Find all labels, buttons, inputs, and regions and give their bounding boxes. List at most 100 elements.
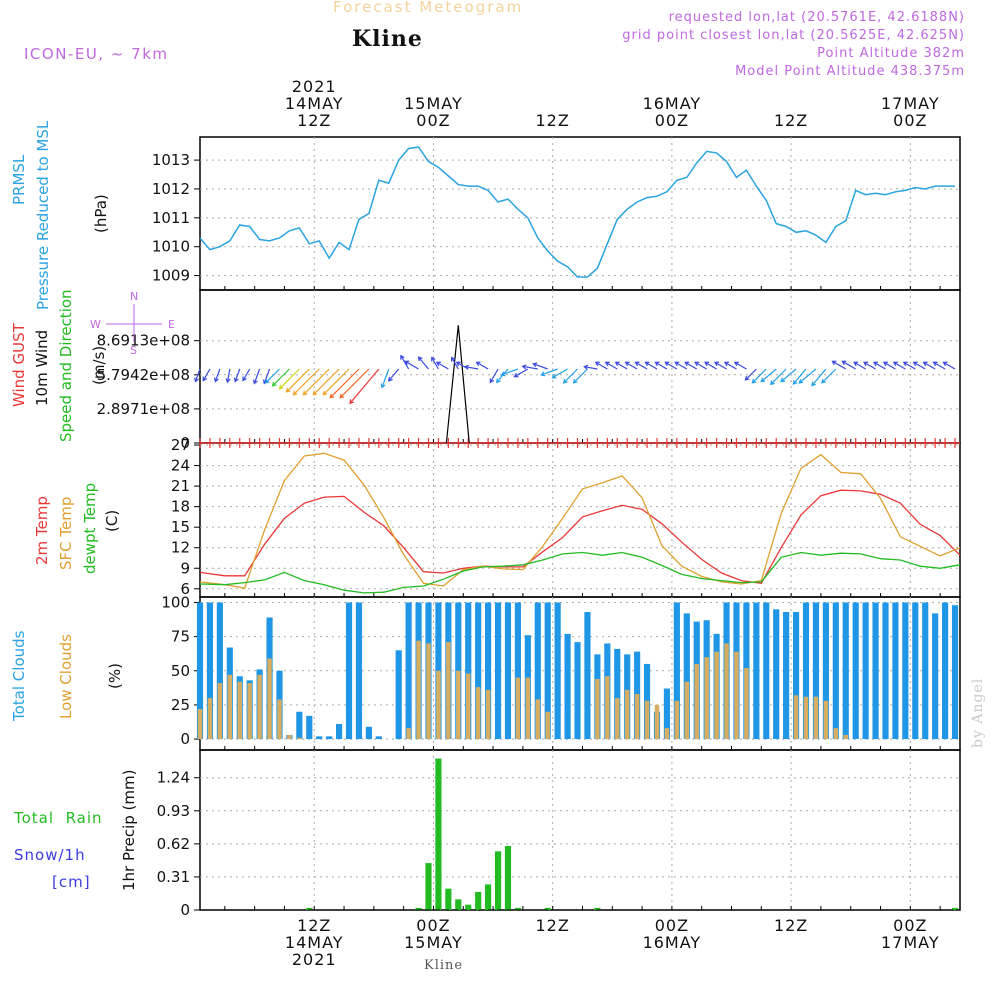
temp-line xyxy=(199,489,961,585)
date-label: 16MAY xyxy=(642,933,702,952)
wind-barb xyxy=(595,361,608,370)
low-cloud-bar xyxy=(704,657,709,740)
wind-barb xyxy=(418,356,429,370)
hour-label: 12Z xyxy=(297,111,332,130)
wind-barb xyxy=(770,368,787,385)
precip-bar xyxy=(951,907,959,910)
top-time-label: 12Z xyxy=(746,78,836,129)
p5-axis-label: 1hr Precip (mm) xyxy=(120,769,138,891)
low-cloud-bar xyxy=(416,640,421,740)
low-cloud-bar xyxy=(446,642,451,740)
low-cloud-bar xyxy=(654,704,660,740)
date-label: 17MAY xyxy=(880,94,940,113)
low-cloud-bar xyxy=(843,734,848,740)
compass-north: N xyxy=(130,290,138,303)
wind-barb xyxy=(883,361,896,370)
p4-axis-label: (%) xyxy=(106,663,124,689)
wind-barb-head xyxy=(751,378,757,384)
date-label: 15MAY xyxy=(404,933,463,952)
total-cloud-bar xyxy=(206,602,214,740)
low-cloud-bar xyxy=(615,698,620,740)
wind-barb xyxy=(540,368,558,376)
low-cloud-bar xyxy=(803,696,809,740)
date-label: 15MAY xyxy=(404,94,463,113)
low-cloud-bar xyxy=(535,699,541,740)
total-cloud-bar xyxy=(673,602,680,740)
wind-barb-head xyxy=(540,371,546,377)
precip-bar xyxy=(485,884,492,910)
low-cloud-bar xyxy=(545,711,550,740)
wind-barb-head xyxy=(500,371,506,377)
low-cloud-bar xyxy=(287,734,292,740)
top-time-label: 17MAY 00Z xyxy=(865,78,955,129)
precip-bar xyxy=(544,907,551,910)
low-cloud-bar xyxy=(466,673,471,740)
p2-axis-label: Speed and Direction xyxy=(57,288,75,442)
total-cloud-bar xyxy=(872,602,879,740)
wind-barb xyxy=(329,368,360,399)
wind-barb xyxy=(489,368,499,383)
wind-barb xyxy=(533,363,548,370)
wind-barb xyxy=(194,368,201,382)
wind-barb-head xyxy=(292,390,298,396)
y-tick-label: 21 xyxy=(171,477,190,495)
total-cloud-bar xyxy=(216,602,223,740)
wind-barb-head xyxy=(302,390,308,396)
requested-coords: requested lon,lat (20.5761E, 42.6188N) xyxy=(668,10,965,25)
total-cloud-bar xyxy=(942,602,949,740)
wind-barb-head xyxy=(882,361,888,367)
wind-barb-head xyxy=(339,393,345,399)
wind-barb xyxy=(400,355,410,370)
year-label: 2021 xyxy=(291,950,337,969)
temp-line xyxy=(199,551,961,594)
wind-barb-head xyxy=(624,361,630,367)
total-cloud-bar xyxy=(564,633,571,740)
y-tick-label: 0 xyxy=(180,730,190,748)
year-label: 2021 xyxy=(291,77,337,96)
hour-label: 12Z xyxy=(535,111,570,130)
temp-line xyxy=(199,452,961,589)
wind-barb-head xyxy=(604,361,610,367)
p4-axis-label: Total Clouds xyxy=(10,630,28,721)
wind-barb-head xyxy=(942,361,948,367)
compass-east: E xyxy=(168,318,175,331)
wind-barb xyxy=(226,368,231,383)
wind-barb-head xyxy=(831,360,837,366)
wind-barb xyxy=(552,368,568,379)
total-cloud-bar xyxy=(544,602,551,740)
wind-barb xyxy=(923,361,936,370)
wind-barb-head xyxy=(489,378,495,384)
top-time-label: 16MAY 00Z xyxy=(627,78,717,129)
wind-barb xyxy=(615,361,628,370)
wind-barb-head xyxy=(285,387,291,393)
y-tick-label: 1010 xyxy=(152,238,190,256)
wind-barb xyxy=(714,361,727,370)
bottom-time-label: 00Z 17MAY xyxy=(865,917,955,968)
low-cloud-bar xyxy=(475,687,481,740)
wind-barb-head xyxy=(821,378,826,384)
wind-barb-head xyxy=(312,390,318,396)
total-cloud-bar xyxy=(584,612,591,740)
date-label: 17MAY xyxy=(880,933,940,952)
p1-axis-label: Pressure Reduced to MSL xyxy=(34,120,52,310)
total-cloud-bar xyxy=(316,736,323,740)
precip-bar xyxy=(425,863,432,910)
bottom-time-label: 12Z xyxy=(508,917,598,968)
precip-bar xyxy=(475,891,482,910)
bottom-time-label: 00Z 16MAY xyxy=(627,917,717,968)
wind-barb xyxy=(780,368,797,383)
precip-bar xyxy=(435,758,442,910)
wind-barb xyxy=(903,361,916,370)
wind-barb xyxy=(381,368,390,388)
top-time-label: 15MAY 00Z xyxy=(388,78,478,129)
wind-barb-head xyxy=(202,376,208,382)
total-cloud-bar xyxy=(822,602,829,740)
total-cloud-bar xyxy=(554,602,561,740)
wind-barb-head xyxy=(654,361,660,367)
wind-barb xyxy=(388,368,400,382)
total-cloud-bar xyxy=(902,602,909,740)
wind-barb xyxy=(242,368,251,381)
wind-barb xyxy=(873,361,886,370)
wind-barb xyxy=(724,361,737,370)
